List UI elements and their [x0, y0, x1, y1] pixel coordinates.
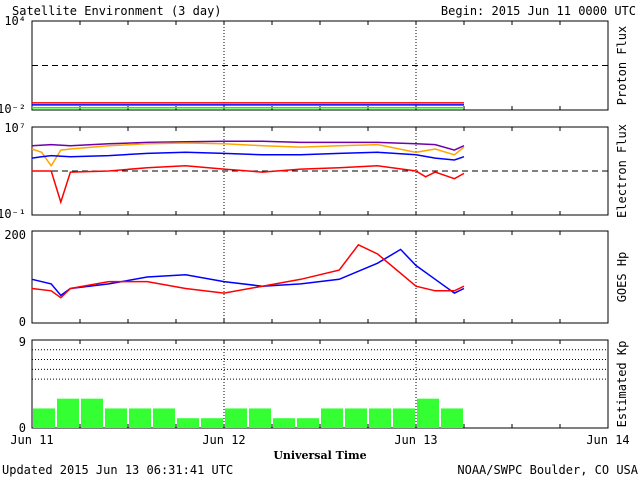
x-tick-jun11: Jun 11 [10, 433, 53, 447]
electron-flux-series-blue [31, 151, 465, 161]
x-tick-jun14: Jun 14 [586, 433, 629, 447]
estimated-kp-bar [129, 408, 151, 428]
electron-flux-y-label: Electron Flux [615, 124, 629, 218]
estimated-kp-bar [225, 408, 247, 428]
proton-flux-panel: 10⁴ 10⁻² Proton Flux [0, 14, 629, 116]
goes-hp-y-tick-label: 0 [19, 315, 26, 329]
estimated-kp-bar [417, 398, 439, 428]
goes-hp-series-red [31, 243, 465, 299]
goes-hp-frame [31, 230, 609, 324]
electron-flux-series-red [32, 165, 465, 205]
x-tick-jun13: Jun 13 [394, 433, 437, 447]
begin-label: Begin: 2015 Jun 11 0000 UTC [441, 4, 636, 18]
estimated-kp-bar [57, 398, 79, 428]
estimated-kp-bar [81, 398, 103, 428]
proton-flux-y-tick-label: 10⁻² [0, 102, 26, 116]
estimated-kp-bar [153, 408, 175, 428]
chart-title: Satellite Environment (3 day) [12, 4, 222, 18]
estimated-kp-y-tick-label: 0 [19, 421, 26, 435]
estimated-kp-y-tick-label: 9 [19, 335, 26, 349]
estimated-kp-y-label: Estimated Kp [615, 341, 629, 428]
proton-flux-y-label: Proton Flux [615, 26, 629, 105]
estimated-kp-bar [345, 408, 367, 428]
electron-flux-frame [31, 126, 609, 216]
estimated-kp-bar [33, 408, 55, 428]
estimated-kp-bar [105, 408, 127, 428]
estimated-kp-bar [321, 408, 343, 428]
estimated-kp-panel: 9 0 Estimated Kp [19, 335, 629, 435]
credit-label: NOAA/SWPC Boulder, CO USA [457, 463, 638, 477]
electron-flux-y-tick-label: 10⁷ [4, 121, 26, 135]
updated-timestamp: Updated 2015 Jun 13 06:31:41 UTC [2, 463, 233, 477]
estimated-kp-bar [441, 408, 463, 428]
estimated-kp-bar [273, 418, 295, 428]
x-axis-title: Universal Time [273, 449, 366, 462]
proton-flux-y-tick-label: 10⁴ [4, 14, 26, 28]
electron-flux-panel: 10⁷ 10⁻¹ Electron Flux [0, 121, 629, 221]
estimated-kp-bar [177, 418, 199, 428]
estimated-kp-bar [249, 408, 271, 428]
goes-hp-panel: 200 0 GOES Hp [4, 228, 629, 329]
estimated-kp-bar [369, 408, 391, 428]
goes-hp-y-label: GOES Hp [615, 252, 629, 303]
goes-hp-y-tick-label: 200 [4, 228, 26, 242]
electron-flux-y-tick-label: 10⁻¹ [0, 207, 26, 221]
estimated-kp-bar [201, 418, 223, 428]
proton-flux-frame [31, 20, 609, 111]
estimated-kp-bar [393, 408, 415, 428]
electron-flux-series-purple [31, 140, 465, 151]
x-tick-jun12: Jun 12 [202, 433, 245, 447]
estimated-kp-bar [297, 418, 319, 428]
